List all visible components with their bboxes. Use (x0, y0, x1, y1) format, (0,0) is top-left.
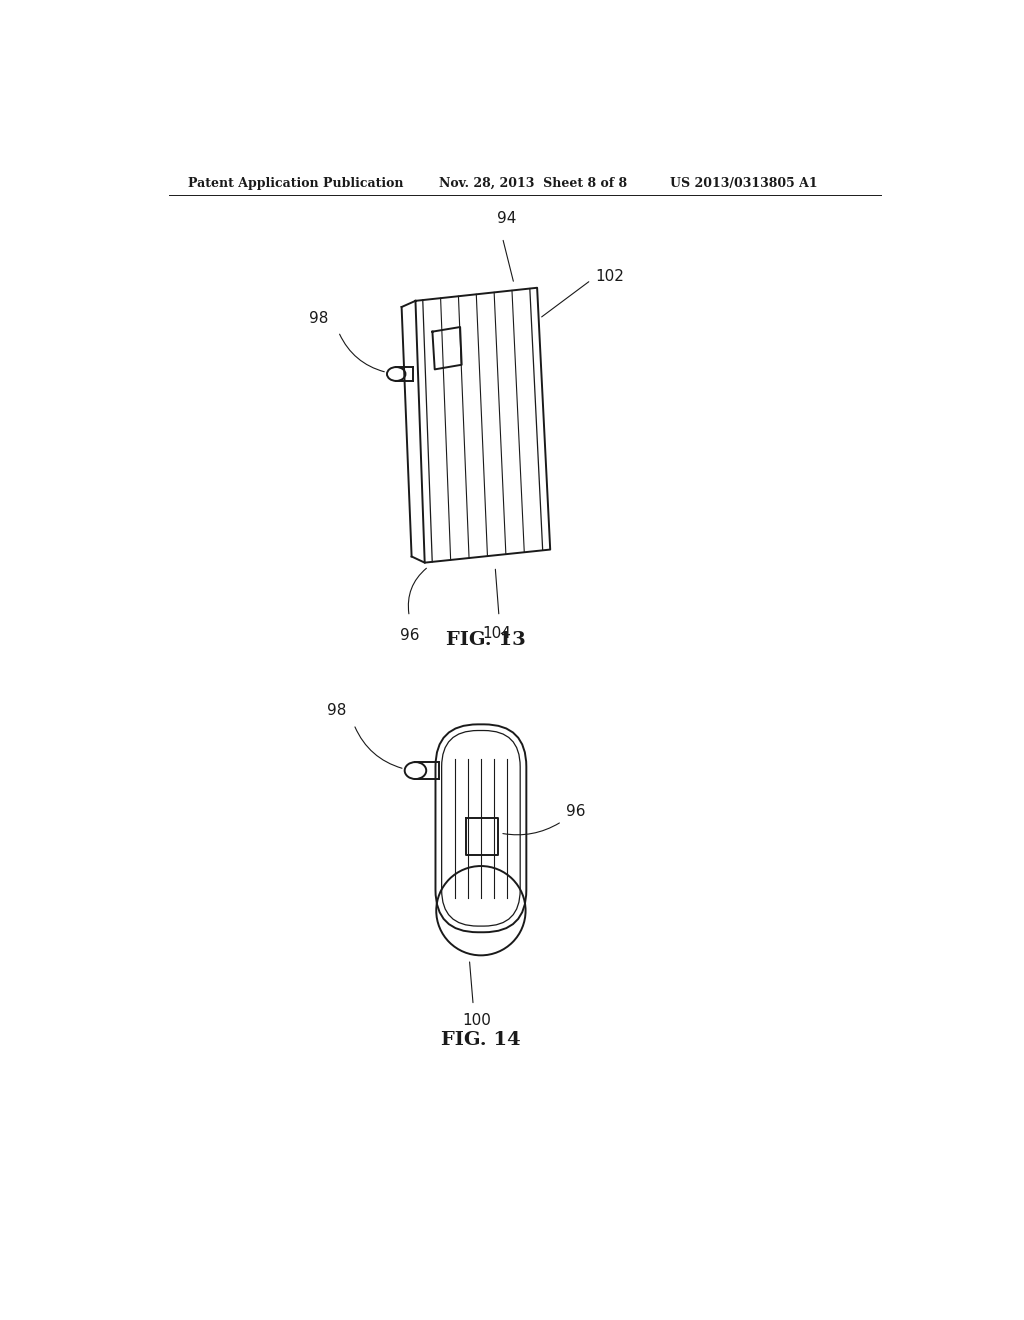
Text: US 2013/0313805 A1: US 2013/0313805 A1 (670, 177, 817, 190)
Text: 98: 98 (309, 312, 329, 326)
Text: 96: 96 (399, 628, 419, 643)
Text: 104: 104 (482, 626, 511, 640)
Text: 98: 98 (327, 704, 346, 718)
Text: 100: 100 (463, 1014, 492, 1028)
Text: FIG. 13: FIG. 13 (446, 631, 526, 648)
Text: Nov. 28, 2013  Sheet 8 of 8: Nov. 28, 2013 Sheet 8 of 8 (438, 177, 627, 190)
Text: 94: 94 (497, 211, 516, 226)
Text: 96: 96 (565, 804, 585, 820)
Text: Patent Application Publication: Patent Application Publication (188, 177, 403, 190)
Text: 102: 102 (595, 269, 624, 284)
Text: FIG. 14: FIG. 14 (441, 1031, 521, 1049)
